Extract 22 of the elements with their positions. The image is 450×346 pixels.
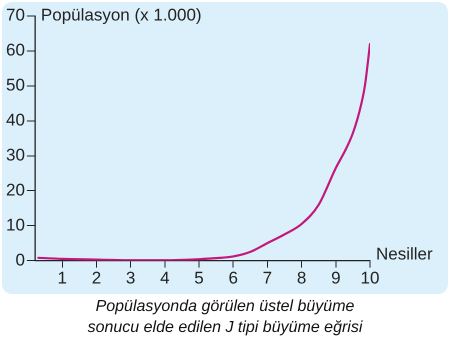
y-tick-label: 20 <box>6 180 25 200</box>
x-tick-label: 10 <box>360 268 380 288</box>
y-axis-title: Popülasyon (x 1.000) <box>40 6 202 25</box>
text: Popülasyonda görülen üstel büyüme sonucu elde edilen J tipi büyüme eğrisi <box>86 297 364 338</box>
x-axis-title: Nesiller <box>376 244 434 264</box>
x-tick-label: 6 <box>228 268 238 288</box>
y-tick-label: 10 <box>6 215 25 234</box>
x-tick-label: 9 <box>331 268 341 288</box>
line-series <box>37 42 370 261</box>
y-tick-label: 0 <box>15 250 25 270</box>
x-tick-label: 2 <box>92 268 102 288</box>
y-tick-label: 40 <box>6 110 25 130</box>
x-tick-label: 5 <box>194 268 204 288</box>
x-tick-label: 8 <box>296 268 306 288</box>
x-tick-label: 4 <box>160 268 170 288</box>
x-tick-label: 3 <box>126 268 136 288</box>
x-tick-label: 1 <box>58 268 67 288</box>
y-tick-label: 60 <box>6 40 25 60</box>
x-tick-label: 7 <box>262 268 272 288</box>
y-tick-label: 50 <box>6 76 25 95</box>
y-tick-label: 30 <box>6 145 25 164</box>
y-tick-label: 70 <box>6 6 25 25</box>
